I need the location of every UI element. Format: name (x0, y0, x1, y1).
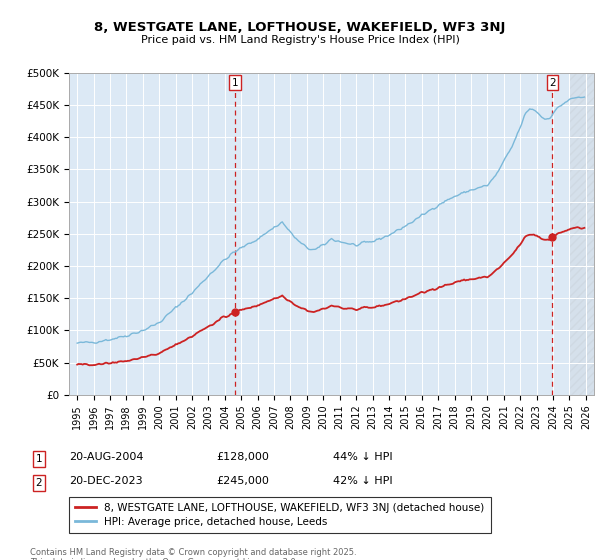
Text: 2: 2 (35, 478, 43, 488)
Text: 1: 1 (35, 454, 43, 464)
Text: 2: 2 (549, 78, 556, 87)
Text: 8, WESTGATE LANE, LOFTHOUSE, WAKEFIELD, WF3 3NJ: 8, WESTGATE LANE, LOFTHOUSE, WAKEFIELD, … (94, 21, 506, 34)
Text: Contains HM Land Registry data © Crown copyright and database right 2025.: Contains HM Land Registry data © Crown c… (30, 548, 356, 557)
Text: 20-DEC-2023: 20-DEC-2023 (69, 475, 143, 486)
Text: 42% ↓ HPI: 42% ↓ HPI (333, 475, 392, 486)
Text: 20-AUG-2004: 20-AUG-2004 (69, 452, 143, 462)
Text: Price paid vs. HM Land Registry's House Price Index (HPI): Price paid vs. HM Land Registry's House … (140, 35, 460, 45)
Text: 44% ↓ HPI: 44% ↓ HPI (333, 452, 392, 462)
Legend: 8, WESTGATE LANE, LOFTHOUSE, WAKEFIELD, WF3 3NJ (detached house), HPI: Average p: 8, WESTGATE LANE, LOFTHOUSE, WAKEFIELD, … (69, 497, 491, 533)
Text: £245,000: £245,000 (216, 475, 269, 486)
Text: 1: 1 (232, 78, 239, 87)
Bar (569, 73, 600, 395)
Text: This data is licensed under the Open Government Licence v3.0.: This data is licensed under the Open Gov… (30, 558, 298, 560)
Text: £128,000: £128,000 (216, 452, 269, 462)
